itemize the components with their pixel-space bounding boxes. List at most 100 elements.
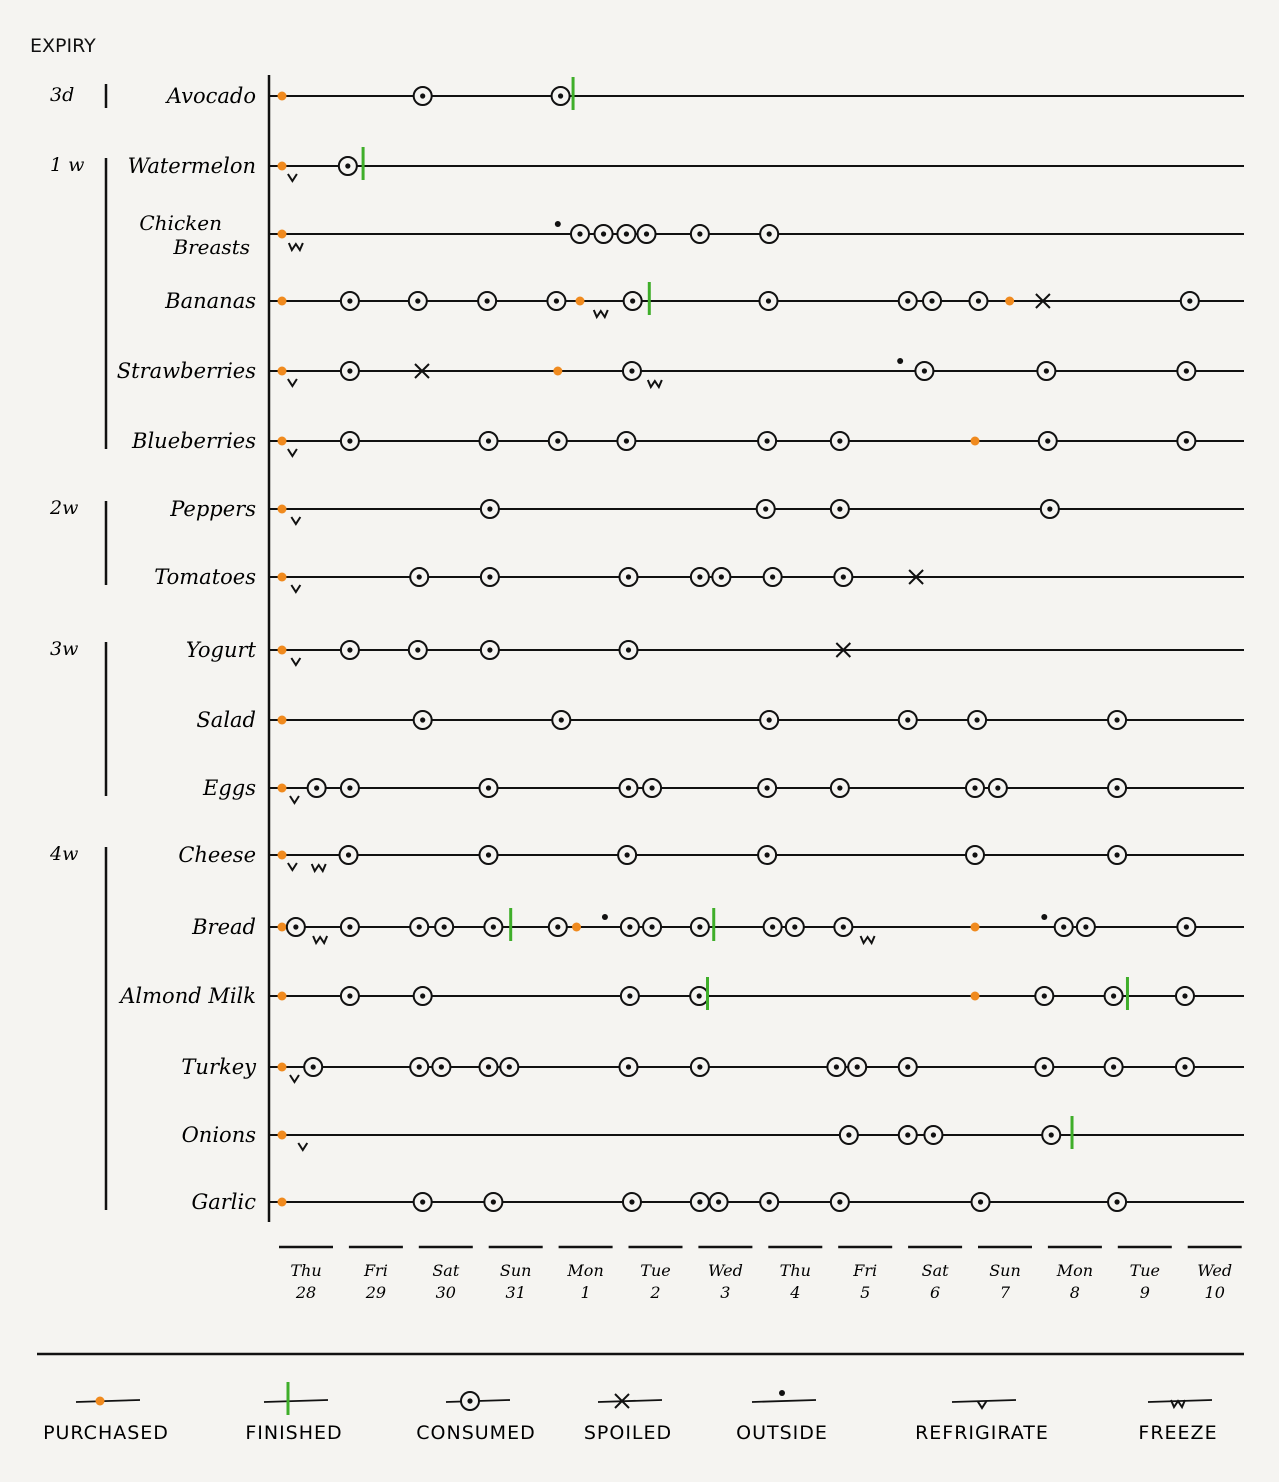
purchased-marker (277, 572, 287, 582)
legend-item-outside: OUTSIDE (736, 1390, 827, 1444)
consumed-marker (757, 431, 778, 451)
consumed-marker (922, 291, 943, 311)
consumed-marker (642, 917, 663, 937)
consumed-marker (967, 710, 988, 730)
consumed-marker (412, 710, 433, 730)
consumed-marker (478, 1057, 499, 1077)
consumed-marker (616, 431, 637, 451)
item-row: Watermelon (128, 147, 1244, 183)
consumed-marker (970, 1192, 991, 1212)
legend: PURCHASED FINISHED CONSUMED SPOILED OUTSIDE R… (43, 1382, 1217, 1444)
expiry-group: 2w (49, 497, 108, 585)
row-label: Avocado (165, 84, 256, 108)
purchased-marker (277, 715, 287, 725)
consumed-marker (965, 845, 985, 865)
consumed-marker (479, 640, 500, 660)
day-tick: Fri 5 (838, 1245, 893, 1302)
consumed-marker (551, 710, 572, 730)
refrigerate-marker (289, 795, 300, 805)
consumed-marker (757, 845, 778, 865)
day-tick: Mon 1 (558, 1245, 613, 1302)
row-label: Bread (191, 915, 256, 939)
row-label: Salad (196, 708, 256, 732)
consumed-marker (1037, 431, 1058, 451)
expiry-label: 3d (50, 84, 74, 106)
item-row: Peppers (169, 497, 1244, 526)
consumed-marker (409, 1057, 430, 1077)
consumed-marker (897, 1057, 918, 1077)
consumed-marker (619, 917, 640, 937)
purchased-marker (277, 1197, 287, 1207)
legend-item-freeze: FREEZE (1138, 1399, 1217, 1444)
day-date: 28 (295, 1283, 316, 1302)
day-date: 8 (1070, 1283, 1080, 1302)
consumed-marker (1107, 845, 1128, 865)
consumed-marker (621, 361, 642, 381)
consumed-marker (1034, 1057, 1055, 1077)
day-of-week: Fri (852, 1261, 877, 1280)
consumed-marker (923, 1125, 944, 1145)
spoiled-marker (1035, 293, 1051, 309)
day-date: 30 (436, 1283, 456, 1302)
consumed-marker (407, 640, 428, 660)
consumed-marker (339, 986, 360, 1006)
refrigerate-marker (290, 516, 302, 526)
consumed-marker (1176, 361, 1197, 381)
day-tick: Wed 10 (1187, 1245, 1242, 1302)
consumed-marker (642, 778, 663, 798)
consumed-marker (499, 1057, 520, 1077)
purchased-marker (277, 1130, 287, 1140)
purchased-marker (1005, 296, 1015, 306)
consumed-marker (431, 1057, 452, 1077)
consumed-marker (689, 224, 710, 244)
consumed-marker (897, 291, 918, 311)
row-label: Peppers (169, 497, 256, 521)
row-label: Almond Milk (118, 984, 256, 1008)
consumed-marker (762, 917, 783, 937)
consumed-marker (829, 778, 850, 798)
expiry-header: EXPIRY (30, 35, 96, 57)
consumed-marker (1107, 778, 1128, 798)
item-row: Bread (191, 908, 1244, 946)
consumed-marker (829, 499, 850, 519)
day-date: 5 (860, 1283, 870, 1302)
consumed-marker (547, 431, 568, 451)
item-row: Tomatoes (154, 565, 1244, 594)
consumed-marker (829, 431, 850, 451)
consumed-marker (339, 431, 360, 451)
row-label: Chicken (139, 211, 222, 235)
consumed-marker (689, 1192, 710, 1212)
legend-label: FREEZE (1138, 1422, 1217, 1444)
consumed-icon (460, 1391, 480, 1411)
day-tick: Tue 9 (1117, 1245, 1172, 1302)
consumed-marker (1036, 361, 1057, 381)
day-tick: Sat 6 (908, 1245, 963, 1302)
day-of-week: Tue (1130, 1261, 1160, 1280)
day-of-week: Sun (989, 1261, 1021, 1280)
consumed-marker (711, 567, 732, 587)
day-date: 9 (1140, 1283, 1150, 1302)
freeze-marker (287, 242, 304, 253)
freeze-marker (646, 379, 663, 390)
consumed-marker (618, 1057, 639, 1077)
outside-icon (779, 1390, 785, 1396)
freeze-marker (592, 309, 609, 320)
purchased-marker (970, 436, 980, 446)
refrigerate-marker (287, 448, 298, 458)
consumed-marker (757, 778, 778, 798)
consumed-marker (689, 917, 710, 937)
consumed-marker (1075, 917, 1096, 937)
day-of-week: Thu (780, 1261, 811, 1280)
day-of-week: Sun (500, 1261, 532, 1280)
row-label: Yogurt (186, 638, 257, 662)
consumed-marker (339, 778, 360, 798)
outside-marker (1041, 914, 1048, 920)
legend-label: FINISHED (245, 1422, 342, 1444)
consumed-marker (968, 291, 989, 311)
day-tick: Thu 4 (768, 1245, 823, 1302)
legend-label: REFRIGIRATE (915, 1422, 1049, 1444)
row-label: Bananas (164, 289, 256, 313)
consumed-marker (621, 1192, 642, 1212)
row-label: Breasts (172, 235, 250, 259)
